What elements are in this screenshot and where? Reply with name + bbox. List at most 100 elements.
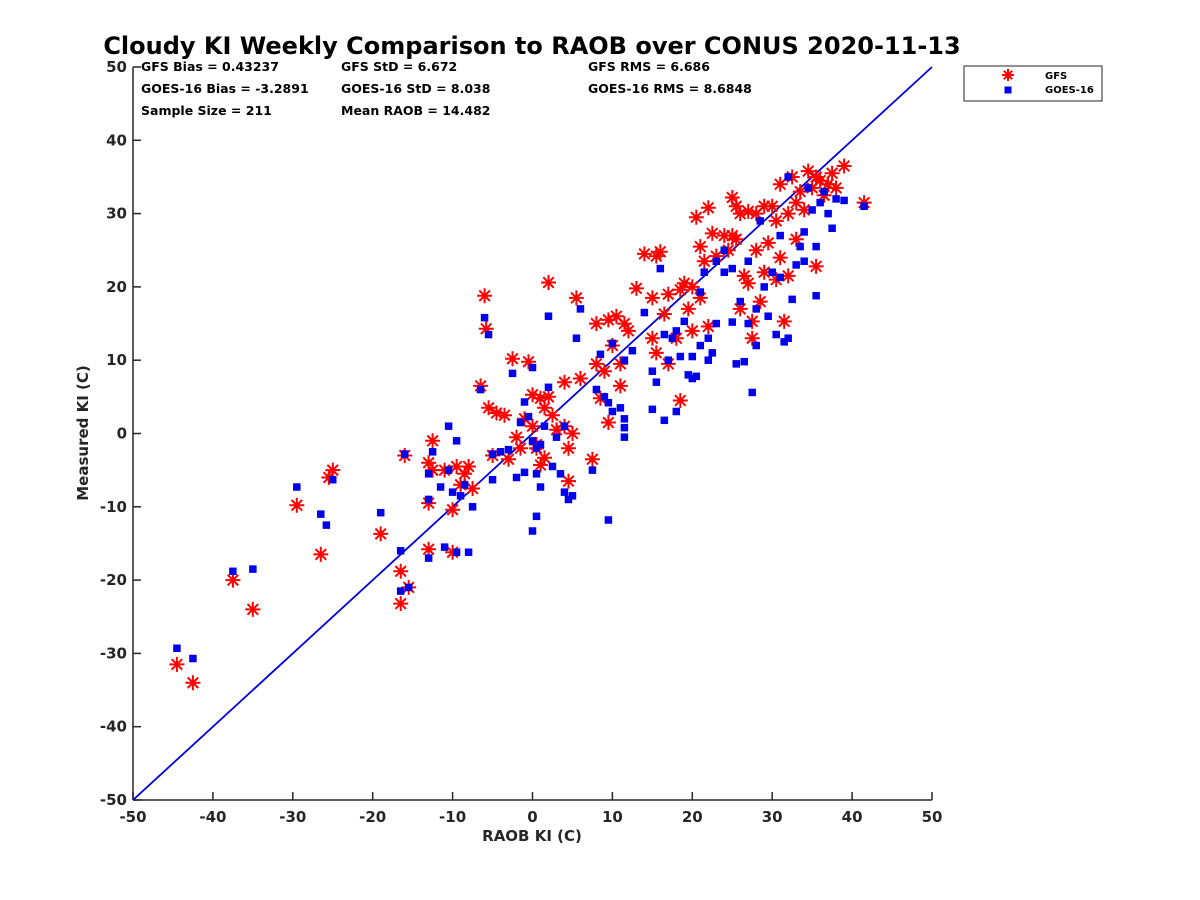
legend-box [963,65,1103,102]
y-tick-label: 0 [117,425,127,443]
goes16-point [524,412,533,421]
goes16-point [588,466,597,474]
gfs-point [716,228,732,244]
x-tick-label: 20 [682,808,703,826]
gfs-point [824,165,840,181]
goes16-point [520,398,529,406]
gfs-point [545,407,560,423]
goes16-point [744,319,752,328]
gfs-point [648,345,664,361]
gfs-point [680,301,696,317]
x-tick-label: -30 [279,808,306,826]
gfs-point [321,470,337,485]
y-tick-label: -50 [100,791,127,809]
gfs-point [744,330,760,346]
gfs-point [584,451,600,467]
goes16-point [528,437,537,445]
goes16-point [424,495,433,504]
stat-gfs-bias: GFS Bias = 0.43237 [141,59,279,74]
goes16-point [448,488,457,496]
legend-square-icon [1004,86,1012,94]
goes16-point [444,422,453,430]
gfs-point [592,390,608,406]
gfs-point [421,455,437,471]
goes16-point [696,288,705,296]
goes16-point [664,356,673,364]
goes16-point [592,385,601,394]
goes16-point [708,349,717,357]
goes16-point [780,338,788,346]
gfs-point [185,675,201,691]
gfs-point [620,323,636,339]
goes16-point [544,312,553,320]
gfs-point [708,248,724,264]
gfs-point [796,202,812,218]
stat-goes-rms: GOES-16 RMS = 8.6848 [588,81,752,96]
gfs-point [780,206,796,222]
gfs-point [393,596,409,612]
goes16-point [728,318,736,326]
plot-area: -50 -40 -30 -20 -10 0 10 20 30 40 50 -50-40-30-20-… [100,58,943,826]
goes16-point [620,433,629,441]
goes16-point [249,565,257,573]
gfs-point [565,426,580,441]
gfs-point [724,190,740,205]
gfs-point [772,250,788,266]
stat-goes-std: GOES-16 StD = 8.038 [341,81,490,96]
goes16-point [532,470,541,478]
goes16-point [576,305,585,313]
goes16-point [628,346,637,355]
gfs-point [541,389,556,405]
x-tick-label: 10 [602,808,623,826]
goes16-point [604,516,613,524]
goes16-point [544,383,553,392]
gfs-point [756,264,772,280]
gfs-point [549,422,564,438]
gfs-point [760,235,776,251]
goes16-point [776,231,784,240]
gfs-point [808,258,824,274]
gfs-point [776,313,792,329]
gfs-point [461,459,477,474]
goes16-point [744,257,752,265]
goes16-point [556,470,565,478]
goes16-point [468,503,477,511]
gfs-point [525,387,540,403]
gfs-point [780,268,796,284]
gfs-point [373,526,389,542]
goes16-point [456,492,465,500]
goes16-point [712,319,721,328]
gfs-point [768,213,784,229]
gfs-point [692,239,708,255]
goes16-point [712,257,721,265]
goes16-point [396,587,405,595]
series-gfs [169,158,872,691]
goes16-point [428,448,437,456]
y-tick-label: -30 [100,644,127,662]
gfs-point [668,330,684,346]
goes16-point [660,416,669,425]
goes16-point [572,334,581,342]
gfs-point [704,225,720,241]
goes16-point [752,341,760,350]
gfs-point [804,180,820,196]
goes16-point [660,330,669,339]
goes16-point [396,547,405,555]
gfs-point [537,400,552,416]
goes16-point [404,583,413,592]
gfs-point [744,313,760,329]
goes16-point [672,407,681,416]
legend: GFS GOES-16 [963,65,1103,102]
gfs-point [740,275,756,291]
goes16-point [424,470,433,478]
gfs-point [612,378,628,394]
goes16-point [464,548,473,556]
gfs-point [836,158,852,174]
stat-gfs-std: GFS StD = 6.672 [341,59,457,74]
goes16-point [600,393,609,401]
goes16-point [684,371,693,379]
x-tick-label: 50 [922,808,943,826]
gfs-point [700,319,716,334]
gfs-point [517,411,532,427]
